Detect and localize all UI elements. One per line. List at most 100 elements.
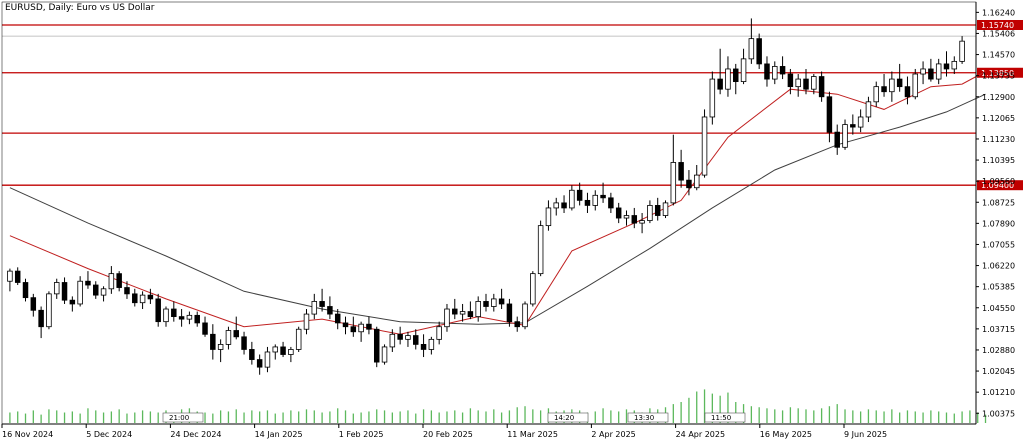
candle-body [288,349,294,355]
y-tick-label: 1.02880 [982,346,1015,355]
y-tick-label: 1.07890 [982,219,1015,228]
y-tick-label: 1.02045 [982,367,1015,376]
plot-border [1,1,977,425]
candle-body [733,68,739,82]
candle-body [662,202,669,216]
y-tick-label: 1.03715 [982,325,1015,334]
candle-body [342,322,349,328]
candle-body [249,349,255,360]
candle-body [545,207,552,227]
candle-body [327,306,333,315]
y-tick-label: 1.15406 [982,29,1015,38]
candle-body [186,314,193,320]
candle-body [818,76,825,98]
candle-body [171,308,177,318]
candle-body [22,282,29,299]
candle-body [553,202,559,209]
candle-body [600,194,606,199]
candle-body [241,336,247,350]
event-marker-label: 11:50 [711,414,731,422]
candle-body [389,333,396,348]
y-tick-label: 1.08725 [982,198,1015,207]
event-marker-label: 21:00 [169,414,189,422]
candle-body [225,330,232,345]
candle-body [569,189,575,209]
candle-body [132,293,138,304]
candle-body [623,215,630,219]
candle-body [217,344,224,350]
candle-body [537,225,544,275]
candle-body [334,313,341,324]
candle-body [428,338,435,350]
candle-body [850,124,856,128]
candle-body [701,116,708,176]
y-tick-label: 1.06220 [982,262,1015,271]
candle-body [904,86,911,98]
candle-body [592,194,599,206]
candle-body [233,330,239,338]
candle-body [865,101,872,118]
slow-moving-average-line [9,93,986,325]
candle-body [264,351,271,368]
candle-body [459,311,466,315]
candle-body [53,282,60,295]
candle-body [654,205,661,216]
candle-body [69,299,76,305]
event-marker-box [704,412,746,423]
candle-body [530,273,536,305]
candle-body [896,78,903,88]
candle-body [928,68,934,80]
event-marker-label: 14:20 [554,414,574,422]
candle-body [920,68,926,75]
candle-body [38,309,44,328]
candle-body [155,298,161,323]
y-tick-label: 1.13735 [982,72,1015,81]
y-tick-label: 1.09560 [982,177,1015,186]
candle-body [498,298,505,305]
candle-body [857,116,864,128]
candle-body [647,205,653,221]
candle-body [7,270,13,282]
candle-body [46,293,52,328]
candle-body [444,308,450,328]
candle-body [506,303,513,323]
candle-body [311,301,318,315]
candle-body [452,308,458,315]
candle-body [522,303,528,328]
candle-body [725,68,731,90]
x-tick-label: 2 Apr 2025 [591,430,635,439]
x-tick-label: 16 May 2025 [760,430,812,439]
candle-body [795,78,801,88]
y-tick-label: 1.12900 [982,93,1015,102]
candle-body [842,124,848,148]
y-tick-label: 1.04550 [982,304,1015,313]
candle-body [85,280,91,286]
x-tick-label: 24 Dec 2024 [170,430,221,439]
candle-body [678,162,684,181]
candle-body [124,287,130,295]
x-tick-label: 1 Feb 2025 [339,430,384,439]
candle-body [873,86,879,103]
candle-body [772,66,778,80]
candle-body [194,314,200,324]
candle-body [163,308,169,323]
event-marker-box [627,412,669,423]
candle-body [61,282,68,301]
candle-body [178,316,185,320]
candle-body [514,321,520,328]
candle-body [272,346,279,353]
candle-body [93,284,99,296]
candle-body [373,328,380,363]
candle-body [576,189,583,201]
candle-body [100,288,107,296]
y-tick-label: 1.07055 [982,240,1015,249]
candle-body [420,344,427,350]
chart-title: EURUSD, Daily: Euro vs US Dollar [5,3,155,13]
candle-body [413,335,419,345]
candle-body [912,73,919,98]
candle-body [436,326,442,340]
candle-body [951,60,958,70]
candle-body [483,301,489,307]
x-tick-label: 9 Jun 2025 [844,430,887,439]
